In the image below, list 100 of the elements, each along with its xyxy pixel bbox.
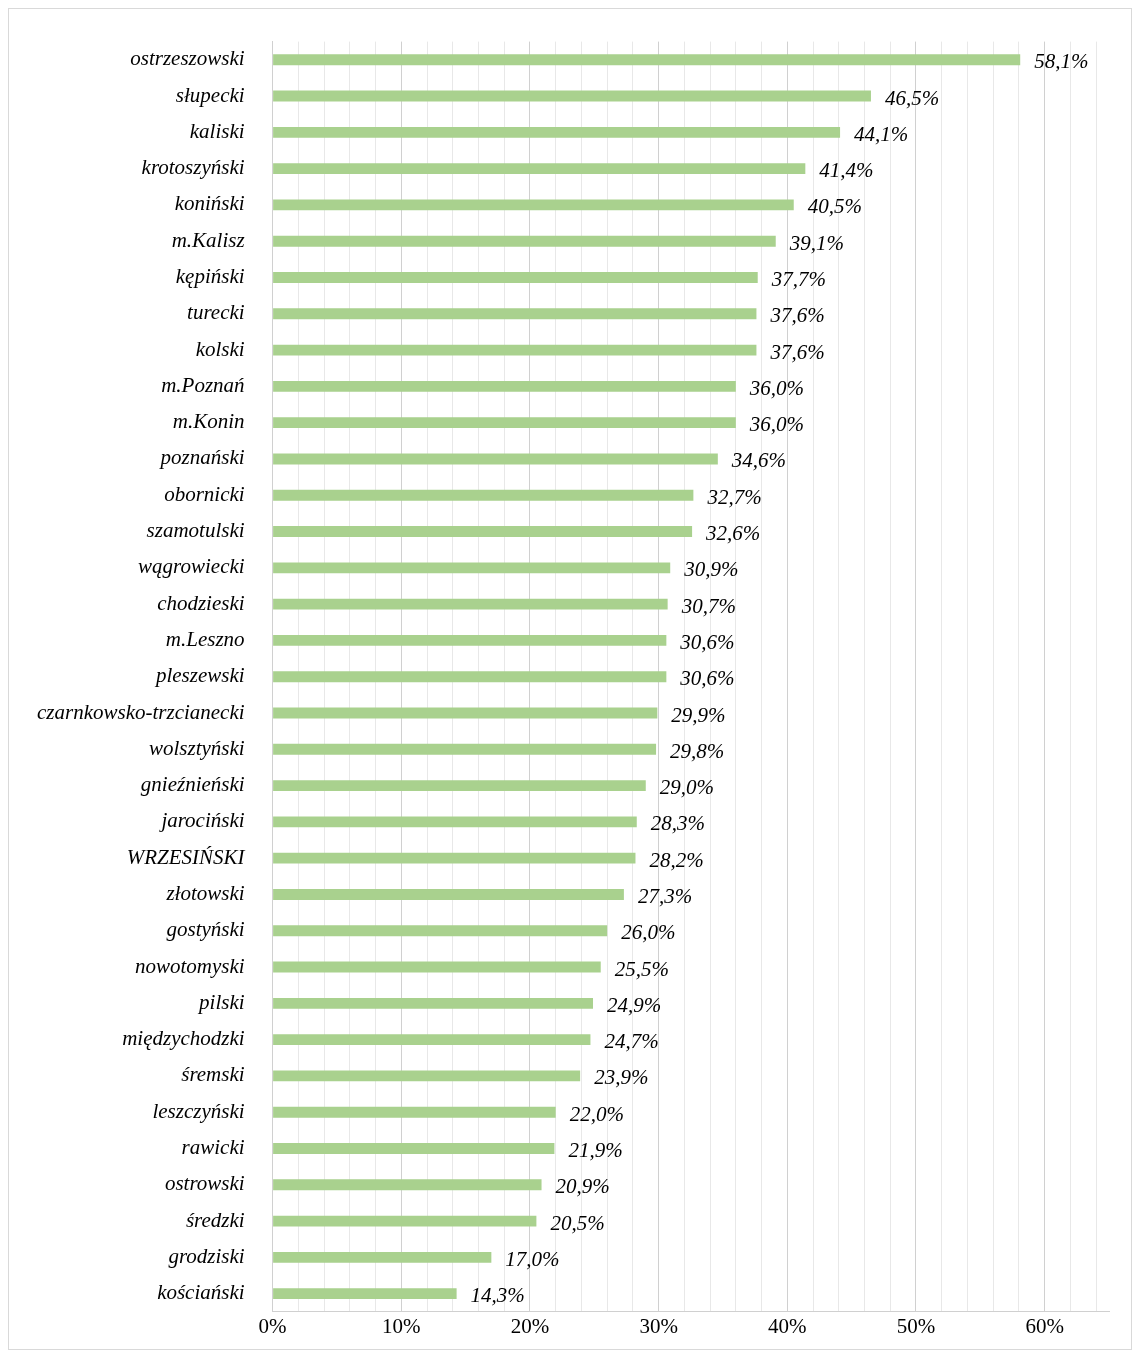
y-tick-label: słupecki — [175, 82, 245, 107]
x-tick-label: 0% — [258, 1313, 287, 1338]
bar — [273, 1179, 542, 1191]
bar — [273, 163, 806, 175]
y-tick-label: m.Leszno — [165, 626, 245, 651]
data-label: 14,3% — [470, 1283, 525, 1308]
data-label: 32,6% — [705, 521, 761, 546]
data-label: 28,2% — [649, 847, 704, 872]
y-tick-label: turecki — [187, 300, 245, 325]
bar — [273, 344, 757, 356]
y-tick-label: średzki — [185, 1207, 245, 1232]
data-label: 37,6% — [769, 339, 825, 364]
bar — [273, 1070, 581, 1082]
bar — [273, 308, 757, 320]
y-tick-label: gnieźnieński — [140, 772, 245, 797]
y-tick-label: grodziski — [168, 1243, 245, 1268]
bar — [273, 1106, 556, 1118]
data-label: 23,9% — [594, 1065, 649, 1090]
y-tick-label: pleszewski — [153, 663, 245, 688]
bar — [273, 671, 667, 683]
bar — [273, 417, 736, 429]
y-tick-label: międzychodzki — [122, 1026, 245, 1051]
bar — [273, 272, 758, 283]
x-tick-label: 50% — [896, 1313, 936, 1338]
data-label: 41,4% — [819, 158, 874, 183]
data-label: 21,9% — [568, 1138, 623, 1162]
x-tick-label: 30% — [639, 1313, 678, 1338]
y-tick-label: m.Kalisz — [171, 227, 245, 252]
bar — [273, 199, 794, 211]
x-tick-label: 40% — [768, 1313, 807, 1338]
data-label: 30,6% — [679, 666, 735, 691]
y-tick-label: wolsztyński — [148, 735, 245, 760]
data-label: 39,1% — [788, 230, 844, 255]
bar — [273, 54, 1021, 66]
y-tick-label: chodzieski — [157, 590, 245, 615]
data-label: 58,1% — [1034, 49, 1089, 74]
bar — [273, 598, 668, 610]
bar — [273, 126, 841, 138]
y-tick-label: kolski — [195, 336, 245, 361]
data-label: 44,1% — [854, 121, 909, 146]
data-label: 26,0% — [621, 920, 676, 945]
y-tick-label: rawicki — [181, 1135, 245, 1159]
data-label: 28,3% — [650, 811, 706, 836]
y-tick-label: poznański — [158, 445, 245, 470]
bar — [273, 780, 646, 792]
bar — [273, 816, 637, 828]
data-label: 29,0% — [659, 775, 715, 800]
bar — [273, 235, 776, 247]
data-label: 30,7% — [680, 593, 736, 618]
bar — [273, 489, 694, 501]
bar — [273, 380, 736, 392]
y-tick-label: ostrowski — [164, 1171, 245, 1196]
data-label: 37,6% — [769, 303, 825, 328]
data-label: 37,7% — [770, 267, 826, 292]
bar — [273, 1251, 492, 1263]
data-label: 17,0% — [505, 1246, 560, 1271]
y-tick-label: m.Poznań — [161, 372, 245, 397]
x-tick-label: 20% — [510, 1313, 550, 1338]
y-tick-label: jarociński — [158, 808, 245, 833]
bar — [273, 90, 871, 102]
y-tick-label: WRZESIŃSKI — [126, 844, 246, 869]
y-tick-label: krotoszyński — [141, 155, 245, 180]
bar — [273, 526, 693, 537]
bar — [273, 634, 667, 646]
data-label: 25,5% — [614, 956, 669, 981]
y-tick-label: złotowski — [165, 880, 245, 905]
bar — [273, 1288, 457, 1300]
data-label: 30,9% — [683, 557, 739, 582]
data-label: 34,6% — [730, 448, 787, 473]
bar — [273, 1034, 591, 1046]
y-tick-label: pilski — [197, 989, 245, 1014]
bar — [273, 707, 658, 719]
y-tick-label: kaliski — [189, 118, 245, 143]
x-tick-label: 60% — [1025, 1313, 1064, 1338]
data-label: 22,0% — [569, 1101, 624, 1126]
y-tick-label: szamotulski — [146, 518, 245, 543]
y-tick-label: kępiński — [175, 264, 245, 289]
data-label: 24,7% — [604, 1029, 659, 1054]
y-tick-label: koniński — [174, 191, 245, 216]
y-tick-label: gostyński — [166, 917, 245, 942]
y-tick-label: leszczyński — [152, 1098, 245, 1123]
y-tick-label: wągrowiecki — [138, 554, 245, 579]
y-tick-label: obornicki — [164, 481, 245, 506]
y-tick-label: nowotomyski — [134, 953, 245, 978]
data-label: 36,0% — [748, 412, 805, 437]
data-label: 40,5% — [807, 194, 862, 219]
data-label: 29,9% — [671, 702, 726, 727]
y-tick-label: kościański — [157, 1280, 245, 1305]
y-tick-label: m.Konin — [172, 409, 245, 434]
data-label: 30,6% — [679, 629, 735, 654]
data-label: 32,7% — [706, 484, 762, 509]
bar — [273, 453, 718, 465]
bar — [273, 852, 636, 864]
data-label: 20,5% — [550, 1210, 605, 1235]
y-tick-label: śremski — [181, 1062, 245, 1087]
data-label: 29,8% — [670, 738, 725, 763]
y-tick-label: ostrzeszowski — [130, 46, 245, 71]
bar — [273, 997, 594, 1009]
data-label: 20,9% — [555, 1174, 610, 1199]
data-label: 27,3% — [637, 883, 693, 908]
